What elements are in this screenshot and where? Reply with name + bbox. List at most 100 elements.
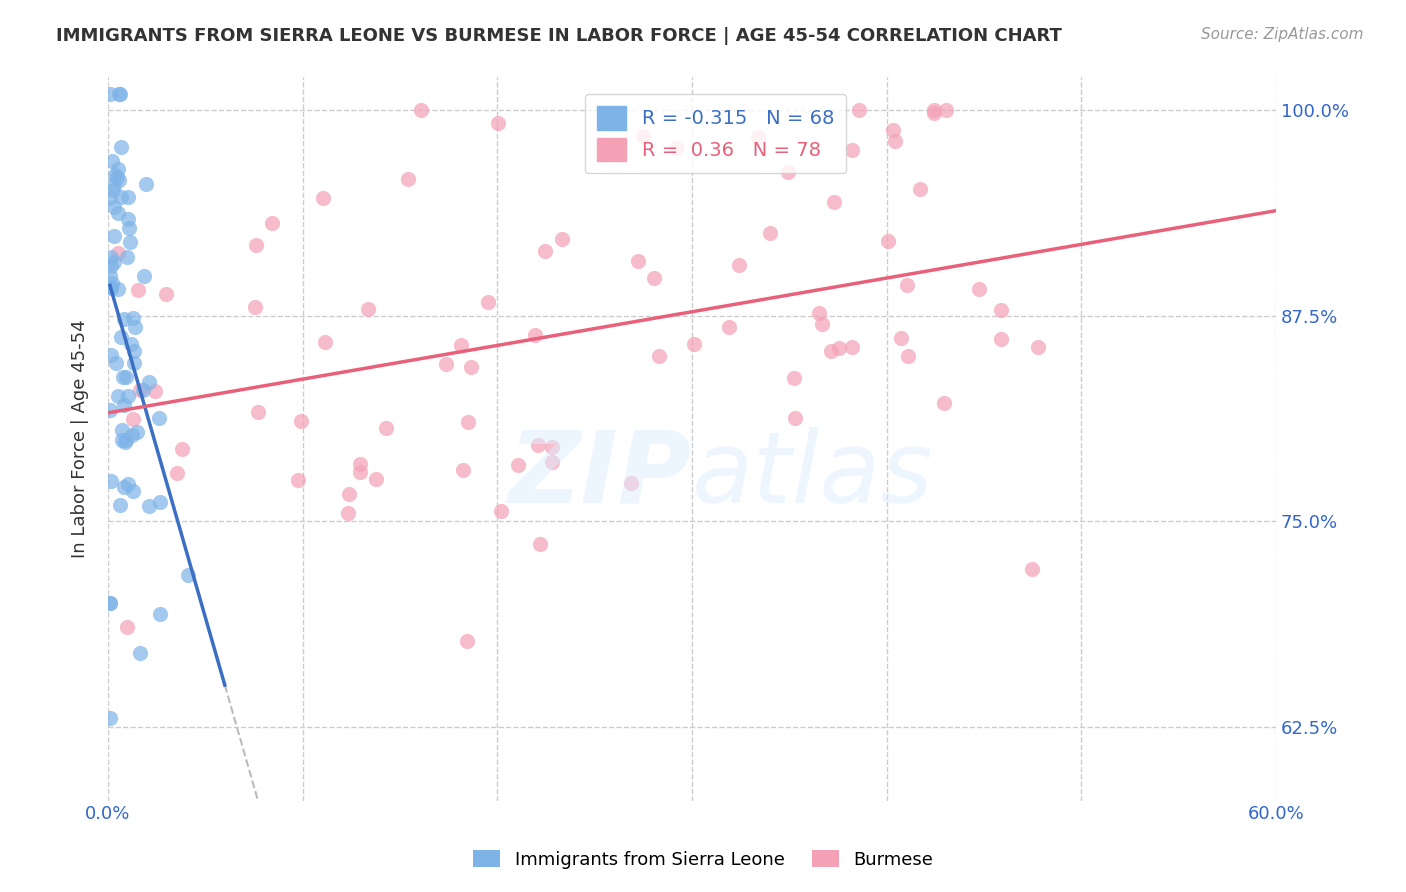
Point	[631, 129, 654, 144]
Point	[922, 106, 945, 120]
Point	[104, 168, 127, 182]
Point	[117, 211, 139, 226]
Point	[118, 235, 141, 249]
Point	[149, 607, 172, 621]
Point	[114, 398, 136, 412]
Point	[364, 472, 387, 486]
Point	[110, 330, 132, 344]
Point	[98, 403, 121, 417]
Point	[107, 246, 129, 260]
Point	[456, 633, 478, 648]
Point	[924, 103, 946, 118]
Point	[245, 300, 267, 314]
Point	[820, 344, 842, 359]
Point	[290, 414, 312, 428]
Legend: R = -0.315   N = 68, R =  0.36   N = 78: R = -0.315 N = 68, R = 0.36 N = 78	[585, 95, 845, 173]
Point	[110, 190, 132, 204]
Point	[540, 440, 562, 454]
Point	[262, 216, 284, 230]
Point	[477, 295, 499, 310]
Point	[107, 87, 129, 101]
Point	[100, 259, 122, 273]
Text: Source: ZipAtlas.com: Source: ZipAtlas.com	[1201, 27, 1364, 42]
Point	[747, 129, 769, 144]
Point	[460, 359, 482, 374]
Point	[540, 455, 562, 469]
Point	[111, 423, 134, 437]
Point	[1021, 561, 1043, 575]
Point	[778, 165, 800, 179]
Text: ZIP: ZIP	[509, 426, 692, 524]
Point	[349, 465, 371, 479]
Point	[683, 337, 706, 351]
Point	[176, 568, 198, 582]
Point	[312, 191, 335, 205]
Point	[135, 177, 157, 191]
Point	[486, 116, 509, 130]
Point	[120, 336, 142, 351]
Point	[122, 344, 145, 359]
Point	[932, 396, 955, 410]
Point	[450, 337, 472, 351]
Point	[103, 228, 125, 243]
Point	[967, 282, 990, 296]
Point	[620, 475, 643, 490]
Point	[827, 341, 849, 355]
Point	[132, 384, 155, 398]
Point	[98, 596, 121, 610]
Point	[114, 434, 136, 449]
Point	[166, 466, 188, 480]
Point	[114, 312, 136, 326]
Point	[110, 140, 132, 154]
Text: atlas: atlas	[692, 426, 934, 524]
Point	[122, 355, 145, 369]
Point	[534, 244, 557, 259]
Point	[808, 306, 831, 320]
Point	[375, 420, 398, 434]
Point	[107, 282, 129, 296]
Point	[643, 271, 665, 285]
Point	[124, 319, 146, 334]
Point	[98, 191, 121, 205]
Point	[127, 283, 149, 297]
Point	[506, 458, 529, 472]
Point	[143, 384, 166, 398]
Point	[337, 486, 360, 500]
Point	[526, 438, 548, 452]
Point	[100, 348, 122, 362]
Point	[155, 286, 177, 301]
Point	[409, 103, 432, 118]
Point	[149, 495, 172, 509]
Point	[117, 477, 139, 491]
Point	[357, 302, 380, 317]
Point	[170, 442, 193, 456]
Point	[897, 349, 920, 363]
Point	[122, 311, 145, 326]
Text: IMMIGRANTS FROM SIERRA LEONE VS BURMESE IN LABOR FORCE | AGE 45-54 CORRELATION C: IMMIGRANTS FROM SIERRA LEONE VS BURMESE …	[56, 27, 1062, 45]
Point	[665, 141, 688, 155]
Point	[396, 171, 419, 186]
Point	[117, 389, 139, 403]
Point	[128, 383, 150, 397]
Point	[882, 123, 904, 137]
Point	[98, 711, 121, 725]
Point	[101, 183, 124, 197]
Point	[98, 596, 121, 610]
Point	[783, 371, 806, 385]
Point	[349, 457, 371, 471]
Point	[122, 483, 145, 498]
Point	[122, 412, 145, 426]
Point	[107, 206, 129, 220]
Point	[841, 144, 863, 158]
Point	[896, 278, 918, 293]
Point	[785, 411, 807, 425]
Point	[1026, 340, 1049, 354]
Point	[117, 190, 139, 204]
Point	[129, 646, 152, 660]
Point	[718, 319, 741, 334]
Point	[489, 504, 512, 518]
Point	[98, 87, 121, 101]
Point	[451, 462, 474, 476]
Point	[103, 200, 125, 214]
Point	[627, 254, 650, 268]
